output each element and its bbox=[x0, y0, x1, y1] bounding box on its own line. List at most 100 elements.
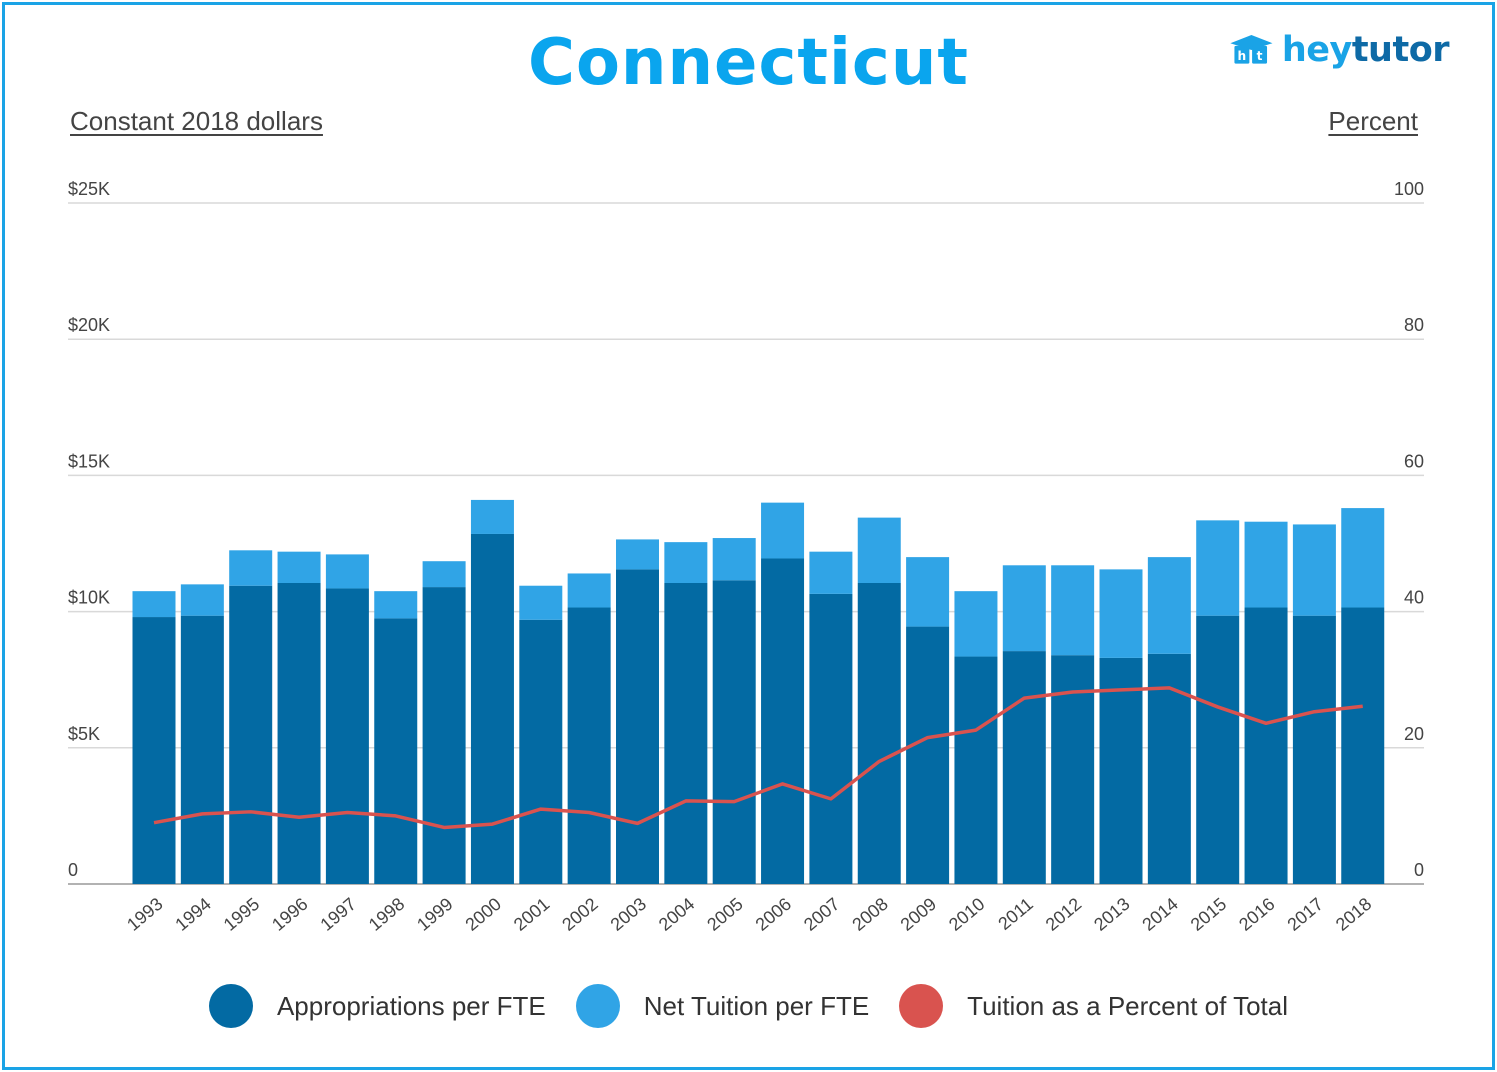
logo-text-hey: hey bbox=[1281, 30, 1352, 70]
x-tick-label: 2012 bbox=[1042, 894, 1086, 935]
left-tick-label: $25K bbox=[68, 179, 110, 199]
x-tick-label: 2017 bbox=[1283, 894, 1327, 935]
bar-appropriations bbox=[325, 588, 369, 884]
x-tick-label: 1998 bbox=[365, 894, 409, 935]
bar-tuition bbox=[761, 502, 805, 559]
bar-tuition bbox=[857, 517, 901, 583]
x-tick-label: 2016 bbox=[1235, 894, 1279, 935]
legend-swatch-appropriations bbox=[208, 984, 253, 1028]
bar-appropriations bbox=[1196, 615, 1240, 884]
logo-badge-t: t bbox=[1257, 49, 1263, 63]
legend: Appropriations per FTE Net Tuition per F… bbox=[0, 984, 1497, 1028]
bar-tuition bbox=[1002, 565, 1046, 652]
legend-label-percent: Tuition as a Percent of Total bbox=[967, 990, 1289, 1021]
bar-tuition bbox=[712, 538, 756, 581]
bar-appropriations bbox=[1099, 657, 1143, 884]
left-tick-label: $20K bbox=[68, 315, 110, 335]
bar-tuition bbox=[809, 551, 853, 594]
chart-title: Connecticut bbox=[527, 26, 970, 100]
bar-tuition bbox=[470, 499, 514, 534]
right-tick-label: 40 bbox=[1404, 588, 1424, 608]
x-tick-label: 2002 bbox=[558, 894, 602, 935]
legend-item-percent: Tuition as a Percent of Total bbox=[899, 984, 1288, 1028]
x-tick-label: 1993 bbox=[123, 894, 167, 935]
x-tick-label: 2010 bbox=[945, 894, 989, 935]
logo-text-tutor: tutor bbox=[1351, 30, 1450, 70]
bar-tuition bbox=[616, 539, 659, 570]
bar-appropriations bbox=[906, 626, 950, 884]
right-axis-title: Percent bbox=[1328, 106, 1418, 136]
bar-appropriations bbox=[132, 617, 176, 884]
bar-tuition bbox=[277, 551, 321, 583]
x-tick-label: 1994 bbox=[171, 894, 215, 935]
right-tick-label: 60 bbox=[1404, 451, 1424, 471]
bar-appropriations bbox=[277, 582, 321, 884]
bar-tuition bbox=[374, 591, 418, 619]
x-tick-label: 2015 bbox=[1187, 894, 1231, 935]
x-tick-label: 2000 bbox=[461, 894, 505, 935]
bar-tuition bbox=[180, 584, 224, 616]
logo-badge-h: h bbox=[1238, 49, 1247, 63]
bar-tuition bbox=[229, 550, 273, 586]
x-tick-label: 2013 bbox=[1090, 894, 1134, 935]
heytutor-logo: h t heytutor bbox=[1229, 24, 1450, 76]
x-tick-label: 2014 bbox=[1138, 894, 1182, 935]
bar-appropriations bbox=[857, 582, 901, 884]
logo-wordmark: heytutor bbox=[1281, 30, 1450, 70]
x-tick-label: 2007 bbox=[800, 894, 844, 935]
bar-appropriations bbox=[954, 656, 998, 884]
bar-appropriations bbox=[1341, 607, 1385, 884]
bar-tuition bbox=[519, 585, 563, 620]
left-tick-label: $5K bbox=[68, 724, 100, 744]
left-axis-title: Constant 2018 dollars bbox=[70, 106, 323, 136]
right-tick-label: 20 bbox=[1404, 724, 1424, 744]
x-tick-label: 2006 bbox=[752, 894, 796, 935]
bar-appropriations bbox=[180, 615, 224, 884]
bar-tuition bbox=[906, 557, 950, 627]
bar-appropriations bbox=[229, 585, 273, 884]
bar-tuition bbox=[1196, 520, 1240, 616]
bar-appropriations bbox=[1292, 615, 1336, 884]
bar-tuition bbox=[1341, 508, 1385, 608]
legend-swatch-percent bbox=[899, 984, 944, 1028]
right-tick-label: 0 bbox=[1414, 860, 1424, 880]
left-tick-label: 0 bbox=[68, 860, 78, 880]
bar-tuition bbox=[664, 542, 708, 583]
left-tick-label: $15K bbox=[68, 451, 110, 471]
bar-appropriations bbox=[519, 619, 563, 884]
x-tick-label: 2018 bbox=[1332, 894, 1376, 935]
bar-appropriations bbox=[761, 558, 805, 884]
bar-tuition bbox=[1099, 569, 1143, 658]
x-tick-label: 1997 bbox=[316, 894, 360, 935]
legend-item-appropriations: Appropriations per FTE bbox=[208, 984, 546, 1028]
bar-tuition bbox=[1244, 521, 1288, 608]
bar-tuition bbox=[954, 591, 998, 657]
bar-tuition bbox=[422, 561, 466, 588]
right-tick-label: 80 bbox=[1404, 315, 1424, 335]
line-tuition-percent bbox=[153, 686, 1363, 830]
bar-tuition bbox=[567, 573, 611, 608]
left-tick-label: $10K bbox=[68, 588, 110, 608]
bar-appropriations bbox=[1002, 651, 1046, 884]
bar-appropriations bbox=[712, 580, 756, 884]
bar-tuition bbox=[325, 554, 369, 589]
bar-appropriations bbox=[567, 607, 611, 884]
graduation-cap-icon: h t bbox=[1230, 35, 1273, 64]
bar-appropriations bbox=[664, 582, 708, 884]
legend-label-tuition: Net Tuition per FTE bbox=[643, 990, 870, 1021]
bar-appropriations bbox=[1244, 607, 1288, 884]
bar-appropriations bbox=[1051, 655, 1095, 884]
x-tick-label: 2011 bbox=[994, 894, 1037, 934]
x-tick-label: 1999 bbox=[413, 894, 457, 935]
bar-tuition bbox=[1051, 565, 1095, 656]
x-tick-label: 2008 bbox=[848, 894, 892, 935]
x-tick-label: 2001 bbox=[510, 894, 554, 935]
bar-tuition bbox=[1292, 524, 1336, 616]
bar-appropriations bbox=[616, 569, 659, 884]
legend-label-appropriations: Appropriations per FTE bbox=[276, 990, 546, 1021]
bar-tuition bbox=[1147, 557, 1191, 654]
x-tick-label: 2003 bbox=[607, 894, 651, 935]
bar-tuition bbox=[132, 591, 176, 618]
bar-appropriations bbox=[470, 533, 514, 884]
